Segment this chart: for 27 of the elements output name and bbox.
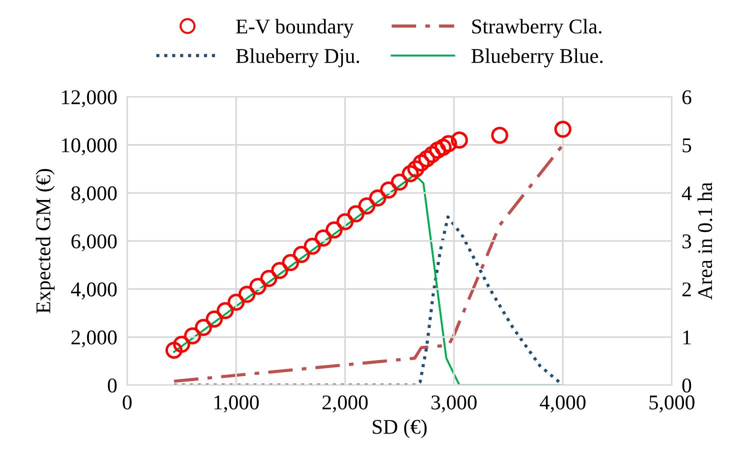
legend-label: Blueberry Blue.	[471, 48, 603, 68]
y-tick-label: 2,000	[72, 330, 117, 348]
y-tick-label: 8,000	[71, 186, 117, 204]
y2-tick-label: 0	[682, 378, 692, 393]
y2-tick-label: 5	[682, 138, 692, 152]
y2-tick-label: 2	[682, 282, 691, 296]
legend-label: Blueberry Dju.	[236, 48, 360, 68]
y-tick-label: 6,000	[71, 234, 117, 252]
legend-label: E-V boundary	[236, 18, 354, 38]
x-tick-label: 3,000	[432, 395, 477, 412]
y-tick-label: 0	[108, 378, 117, 393]
x-tick-label: 5,000	[650, 395, 694, 412]
x-tick-label: 1,000	[214, 395, 259, 412]
legend-label: Strawberry Cla.	[472, 18, 602, 38]
y-tick-label: 4,000	[71, 282, 117, 300]
y2-axis-title: Area in 0.1 ha	[697, 182, 712, 300]
x-tick-label: 2,000	[322, 395, 368, 412]
x-axis-title: SD (€)	[372, 419, 427, 438]
y2-tick-label: 4	[682, 186, 692, 200]
y2-tick-label: 3	[682, 234, 692, 248]
y-tick-label: 10,000	[62, 138, 117, 156]
y-axis-title: Expected GM (€)	[36, 169, 55, 314]
y2-tick-label: 6	[682, 90, 692, 104]
x-tick-label: 0	[122, 395, 132, 410]
x-tick-label: 4,000	[540, 395, 586, 412]
y-tick-label: 12,000	[62, 90, 117, 108]
y2-tick-label: 1	[683, 330, 691, 344]
